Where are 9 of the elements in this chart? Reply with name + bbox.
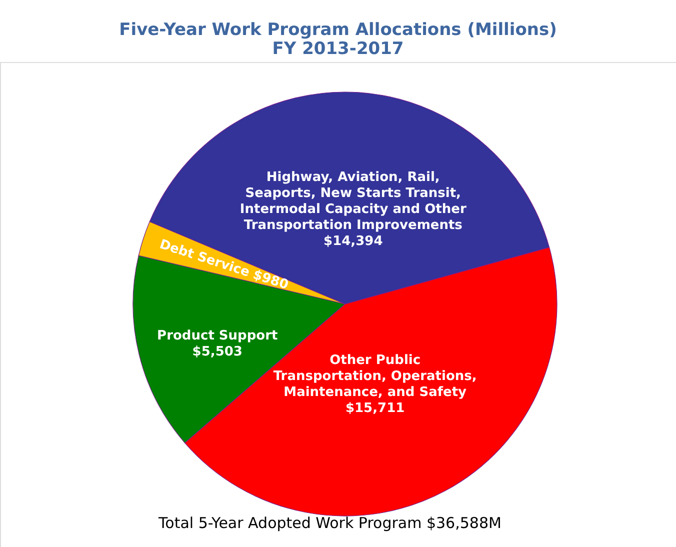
slice-label: Highway, Aviation, Rail, Seaports, New Starts Transit, Intermodal Capacity and Other Transportation Improvements [240,170,467,234]
chart-subtitle: FY 2013-2017 [272,39,404,59]
data-label: $15,711 [345,401,405,416]
chart-title: Five-Year Work Program Allocations (Millions) [119,20,557,40]
data-label: $14,394 [324,234,383,250]
text: Total 5-Year Adopted Work Program $36,588M [158,514,502,532]
slice-label: Product Support [157,328,278,344]
slice-label: Other Public Transportation, Operations, Maintenance, and Safety [273,353,477,400]
data-label: $5,503 [192,344,242,360]
